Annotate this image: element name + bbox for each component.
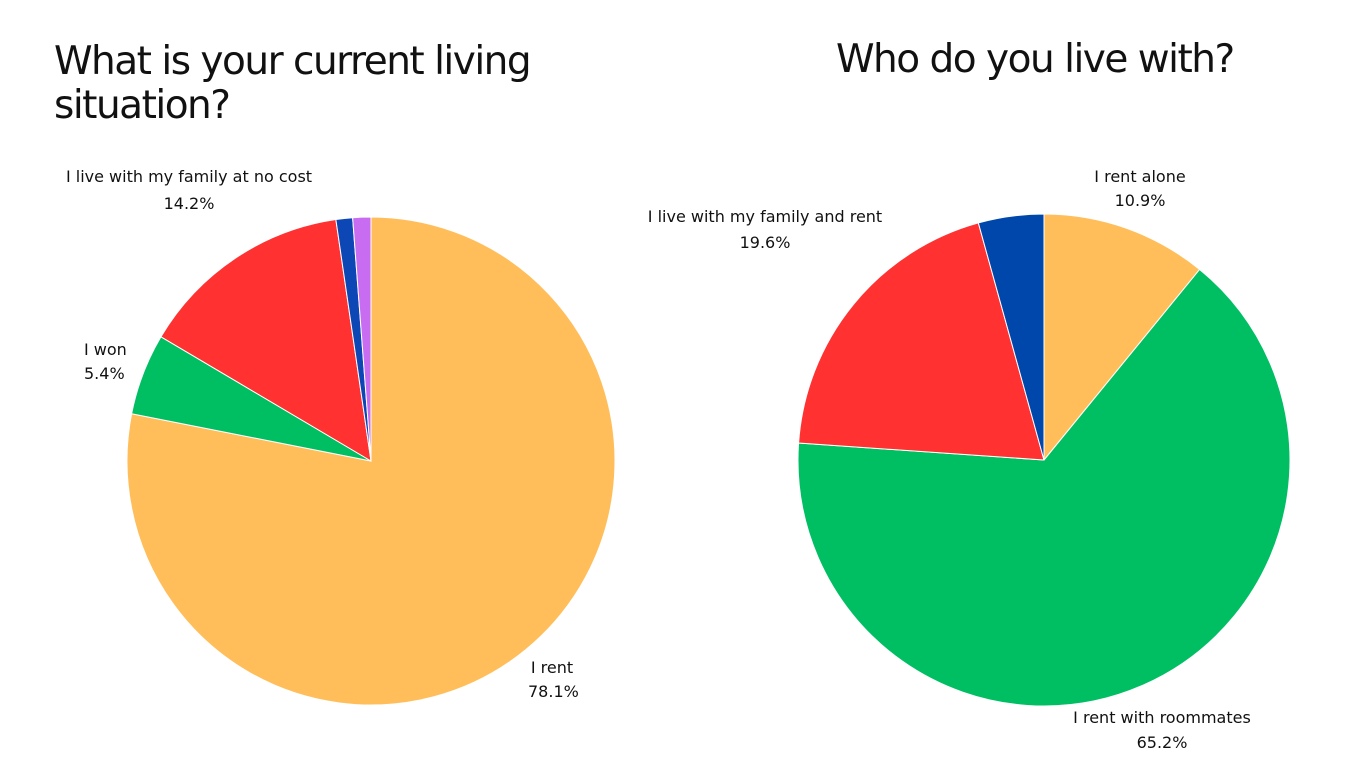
- slice-label-name: I live with my family at no cost: [65, 167, 313, 186]
- slice-label-value: 78.1%: [528, 682, 579, 701]
- slice-label-value: 10.9%: [1114, 191, 1166, 210]
- slice-label-value: 5.4%: [84, 364, 125, 383]
- slice-label-value: 14.2%: [163, 194, 215, 213]
- pie-slice-5: [352, 216, 372, 462]
- slice-label-family-no-cost: I live with my family at no cost 14.2%: [56, 165, 322, 216]
- slice-label-name: I rent: [530, 658, 574, 677]
- slice-label-rent-roommates: I rent with roommates 65.2%: [1060, 706, 1264, 755]
- pie-slice-i-rent-alone: [1043, 213, 1201, 462]
- slice-label-name: I live with my family and rent: [647, 207, 883, 226]
- slice-label-name: I won: [84, 340, 127, 359]
- slice-label-name: I rent with roommates: [1073, 708, 1251, 727]
- pie-slice-i-live-with-my-family-at-no-cost: [160, 218, 372, 462]
- slice-label-rent-alone: I rent alone 10.9%: [1080, 165, 1200, 213]
- slice-label-value: 65.2%: [1136, 733, 1188, 752]
- pie-living-situation: [126, 216, 616, 706]
- slice-label-value: 19.6%: [739, 233, 791, 252]
- slice-label-i-won: I won 5.4%: [84, 338, 134, 386]
- pie-slice-4: [977, 213, 1045, 461]
- chart-title-live-with: Who do you live with?: [836, 37, 1235, 82]
- pie-slice-i-live-with-my-family-and-rent: [798, 222, 1045, 461]
- chart-title-living-situation: What is your current living situation?: [54, 39, 532, 128]
- slice-label-family-rent: I live with my family and rent 19.6%: [636, 205, 894, 255]
- slice-label-name: I rent alone: [1094, 167, 1186, 186]
- pie-live-with: [797, 213, 1291, 707]
- slice-label-i-rent: I rent 78.1%: [528, 656, 579, 704]
- pie-slice-i-rent-with-roommates: [797, 268, 1291, 707]
